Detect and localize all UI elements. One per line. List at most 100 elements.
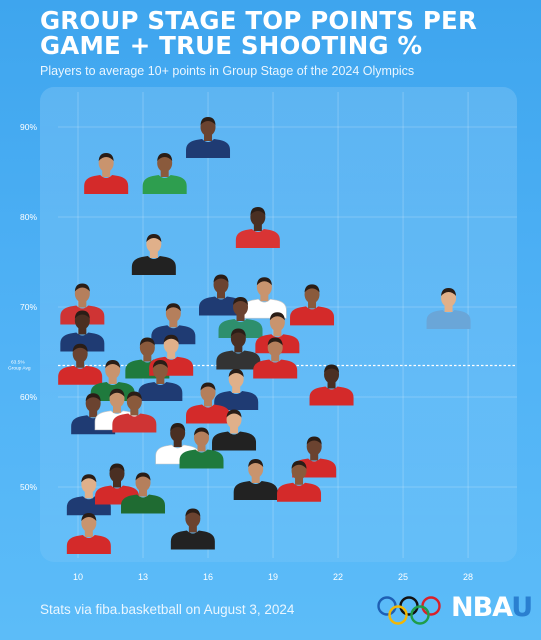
player-neck	[76, 360, 85, 368]
player-neck	[167, 351, 176, 359]
player-head	[200, 383, 216, 402]
player-hair	[109, 388, 125, 397]
player-head	[170, 424, 186, 442]
player-hair	[324, 364, 340, 373]
player-head	[226, 410, 242, 429]
player-hair	[230, 328, 246, 337]
player-hair	[74, 283, 90, 292]
player-point	[84, 153, 129, 194]
player-head	[135, 473, 151, 492]
player-hair	[98, 153, 114, 161]
nba-logo-u: U	[511, 592, 533, 623]
player-point	[277, 460, 322, 502]
player-neck	[149, 251, 158, 258]
player-neck	[139, 489, 148, 497]
x-tick-label: 19	[268, 572, 278, 582]
player-jersey	[60, 332, 105, 352]
player-head	[152, 361, 168, 379]
y-tick-label: 50%	[20, 482, 37, 492]
player-jersey	[199, 296, 244, 316]
player-jersey	[186, 404, 231, 424]
player-jersey	[218, 319, 263, 338]
player-neck	[130, 408, 139, 416]
player-head	[81, 475, 97, 494]
player-neck	[78, 300, 87, 308]
player-head	[85, 394, 101, 413]
player-point	[131, 234, 176, 275]
nba-logo-text: NBA	[451, 592, 512, 623]
player-hair	[170, 423, 186, 431]
player-jersey	[426, 310, 471, 329]
player-point	[242, 277, 287, 319]
player-neck	[271, 354, 280, 362]
player-head	[304, 285, 320, 304]
x-tick-label: 16	[203, 572, 213, 582]
player-neck	[204, 134, 213, 141]
player-hair	[139, 337, 155, 346]
player-head	[72, 344, 88, 363]
x-tick-label: 28	[463, 572, 473, 582]
player-head	[228, 370, 244, 388]
player-neck	[160, 170, 169, 177]
player-neck	[230, 426, 239, 434]
player-hair	[213, 274, 229, 283]
player-hair	[248, 459, 264, 467]
player-point	[179, 427, 224, 469]
y-tick-label: 90%	[20, 122, 37, 132]
player-neck	[251, 476, 260, 483]
player-hair	[291, 460, 307, 469]
player-neck	[113, 405, 122, 413]
player-point	[253, 337, 298, 379]
player-head	[98, 154, 114, 172]
player-neck	[234, 345, 243, 353]
y-tick-label: 80%	[20, 212, 37, 222]
player-point	[138, 360, 183, 401]
player-head	[139, 338, 155, 357]
player-neck	[308, 301, 317, 309]
olympic-rings-logo	[377, 596, 441, 625]
player-head	[74, 311, 90, 330]
player-neck	[217, 291, 226, 299]
x-tick-label: 13	[138, 572, 148, 582]
player-jersey	[216, 350, 261, 370]
player-hair	[256, 277, 272, 286]
player-jersey	[235, 229, 280, 248]
player-hair	[226, 409, 242, 418]
player-head	[109, 464, 125, 483]
player-hair	[250, 207, 266, 215]
player-neck	[84, 530, 93, 537]
player-neck	[78, 327, 87, 335]
player-point	[112, 391, 157, 433]
group-average-value-label: 63.5%	[11, 360, 25, 366]
player-head	[81, 514, 97, 532]
y-axis-ticks: 90% 80% 70% 60% 50%	[20, 122, 37, 492]
player-neck	[260, 294, 269, 302]
player-point	[212, 409, 257, 451]
player-point	[233, 459, 278, 500]
player-hair	[165, 303, 181, 312]
player-hair	[200, 382, 216, 391]
player-point	[290, 284, 335, 326]
player-jersey	[253, 359, 298, 379]
nba-u-logo: NBAU	[451, 592, 533, 623]
player-jersey	[66, 535, 111, 554]
player-point	[309, 364, 354, 406]
player-head	[157, 154, 173, 172]
player-point	[186, 117, 231, 158]
player-head	[250, 208, 266, 226]
player-jersey	[214, 391, 259, 410]
player-head	[163, 335, 179, 354]
player-neck	[102, 170, 111, 177]
player-point	[170, 508, 215, 550]
group-average-label: Group Avg	[8, 366, 31, 372]
player-head	[194, 428, 210, 447]
player-neck	[295, 477, 304, 485]
player-jersey	[277, 482, 322, 502]
player-jersey	[112, 413, 157, 433]
player-point	[218, 297, 263, 338]
player-point	[186, 382, 231, 424]
player-neck	[204, 399, 213, 407]
player-jersey	[179, 449, 224, 469]
player-point	[151, 303, 196, 345]
